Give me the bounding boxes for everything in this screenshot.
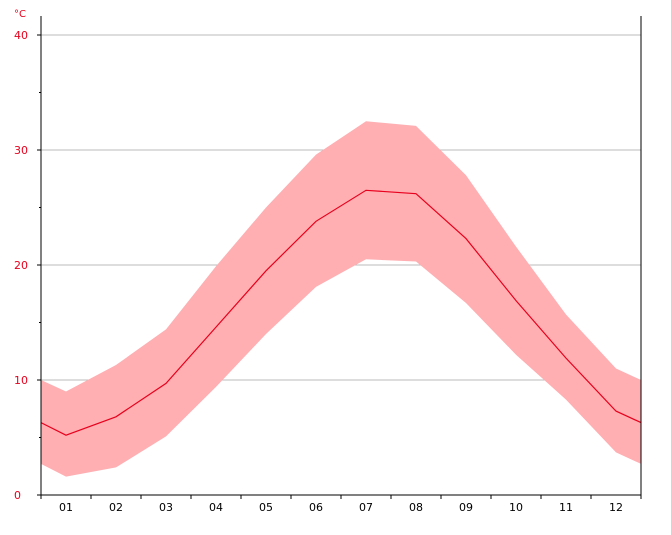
x-tick-labels: 01 02 03 04 05 06 07 08 09 10 11 12 (59, 501, 623, 514)
x-tick-label: 11 (559, 501, 573, 514)
x-tick-label: 03 (159, 501, 173, 514)
x-tick-label: 06 (309, 501, 323, 514)
x-tick-label: 08 (409, 501, 423, 514)
x-tick-label: 02 (109, 501, 123, 514)
min-max-temperature-area (41, 121, 641, 477)
y-tick-label: 0 (14, 489, 21, 502)
x-tick-label: 10 (509, 501, 523, 514)
y-tick-label: 40 (14, 29, 28, 42)
y-tick-label: 30 (14, 144, 28, 157)
x-tick-label: 12 (609, 501, 623, 514)
mean-temperature-line (40, 189, 642, 436)
temperature-range-band (41, 121, 641, 477)
x-tick-label: 09 (459, 501, 473, 514)
y-tick-label: 20 (14, 259, 28, 272)
y-unit-label: °C (14, 9, 26, 20)
axes (37, 16, 642, 499)
mean-temperature-line-group (40, 189, 642, 436)
y-tick-labels: 0 10 20 30 40 (14, 29, 28, 502)
x-tick-label: 04 (209, 501, 223, 514)
x-tick-label: 01 (59, 501, 73, 514)
y-tick-label: 10 (14, 374, 28, 387)
x-tick-label: 05 (259, 501, 273, 514)
x-tick-label: 07 (359, 501, 373, 514)
